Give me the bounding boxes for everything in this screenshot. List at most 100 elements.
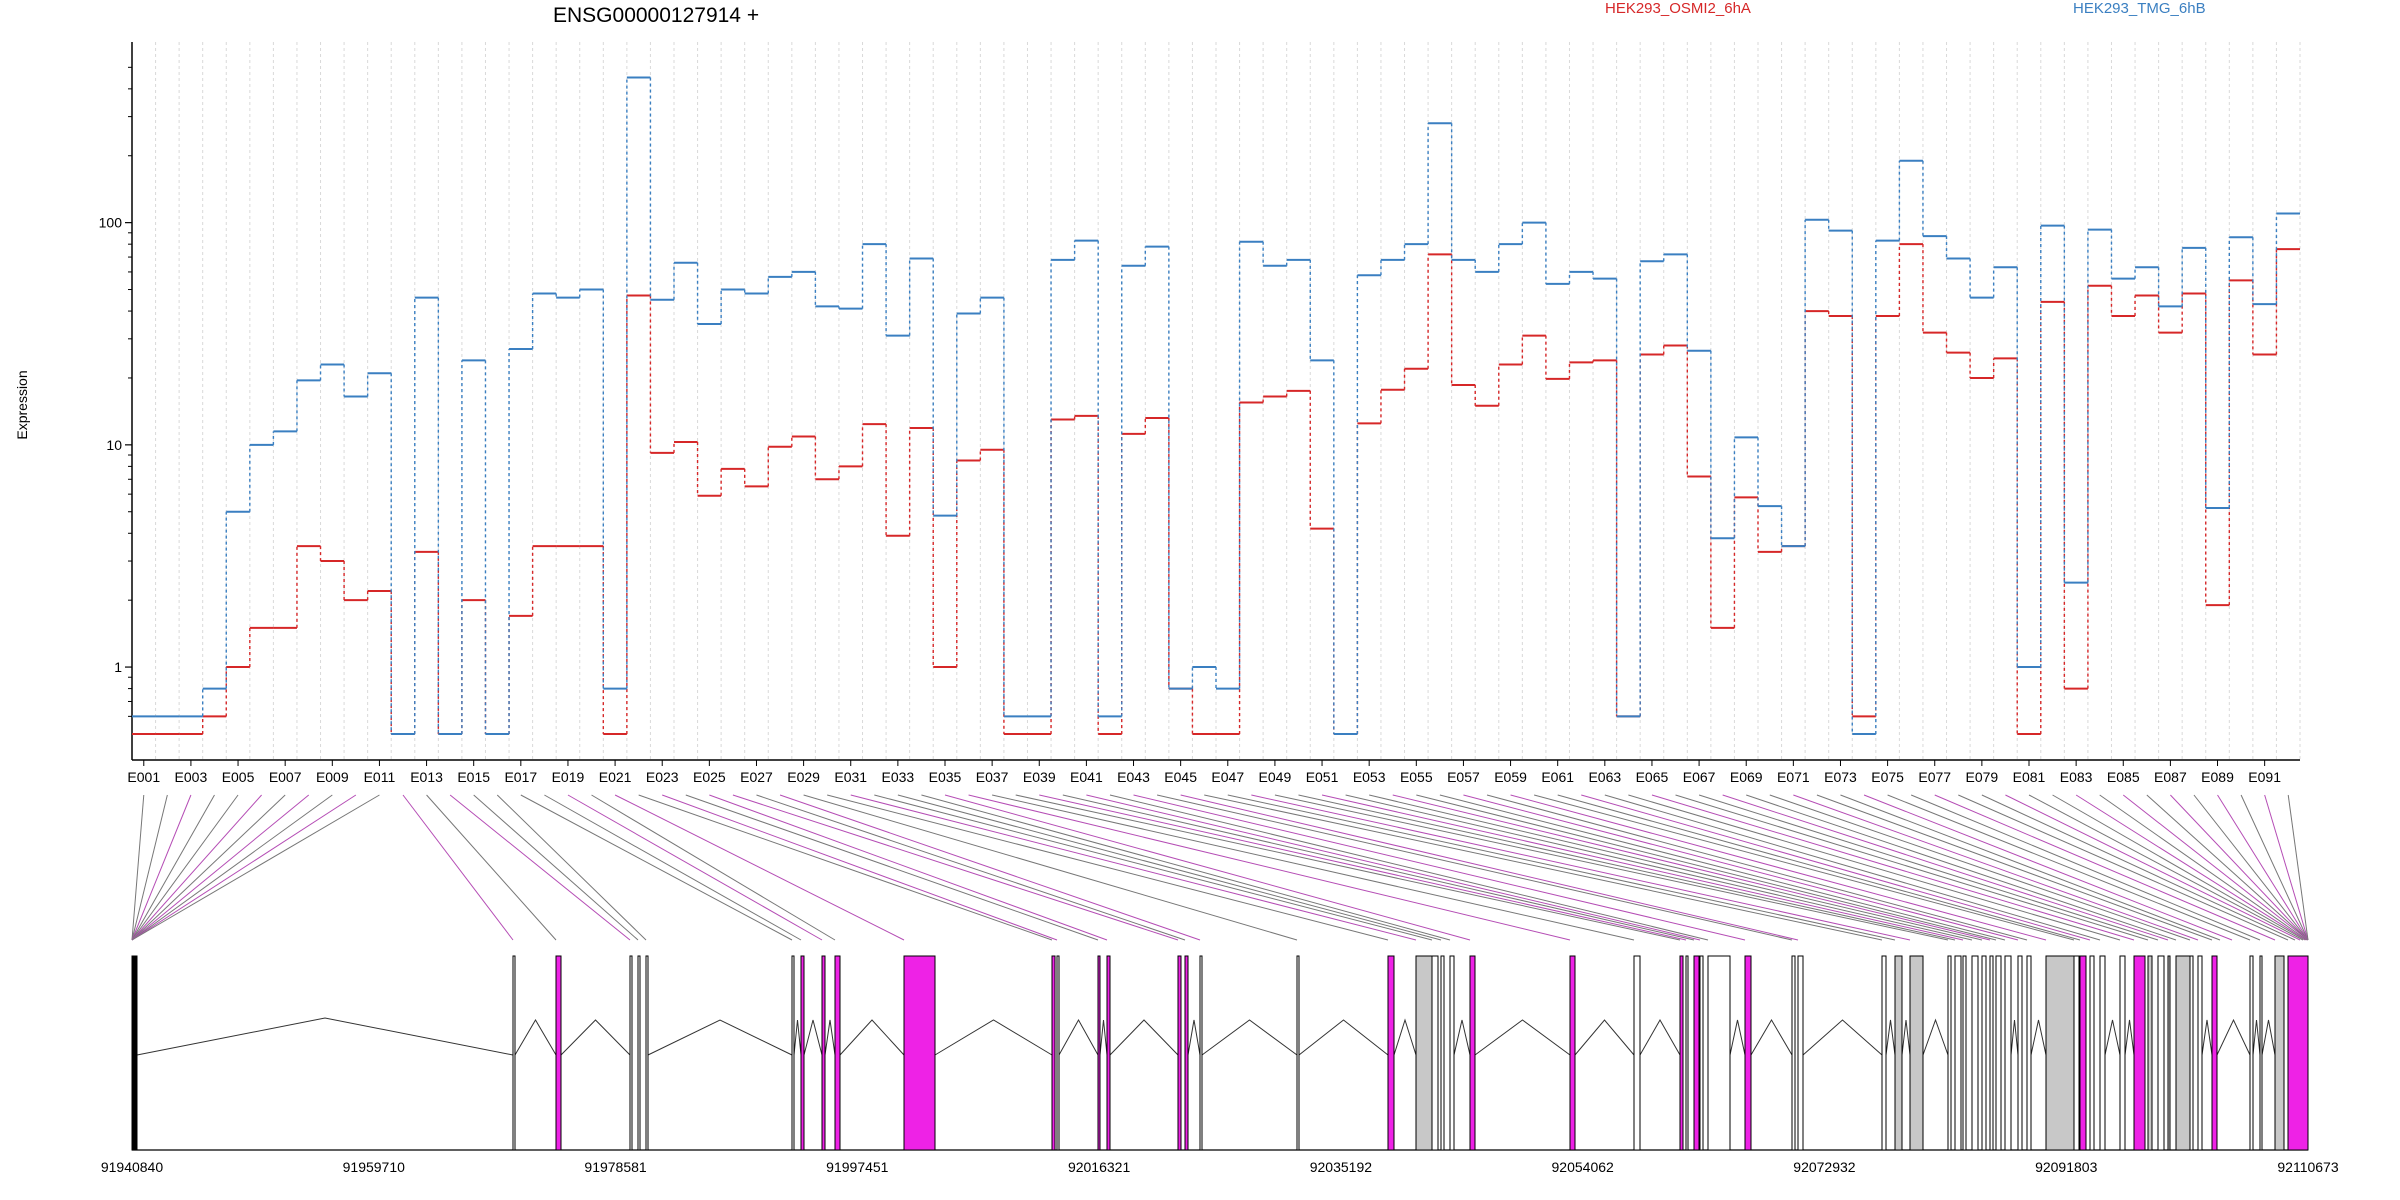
x-tick-label: E021: [599, 769, 632, 785]
exon-link: [1133, 794, 1746, 941]
exon-box: [1440, 955, 1445, 1151]
exon-link: [2052, 794, 2306, 941]
exon-box: [2004, 955, 2012, 1151]
series-tmg: [132, 76, 2300, 735]
x-tick-label: E061: [1541, 769, 1574, 785]
intron: [1474, 1019, 1571, 1056]
intron: [1729, 1019, 1746, 1056]
intron: [1109, 1019, 1179, 1056]
intron: [1201, 1019, 1298, 1056]
genomic-tick-label: 92091803: [2035, 1159, 2098, 1175]
x-tick-label: E009: [316, 769, 349, 785]
exon-link: [1769, 794, 2191, 941]
intron: [1453, 1019, 1471, 1056]
x-tick-label: E003: [175, 769, 208, 785]
exon-link: [1274, 794, 1949, 941]
exon-link: [2122, 794, 2309, 941]
exon-link: [1015, 794, 1681, 941]
y-tick-label: 1: [114, 659, 122, 675]
exon-link: [1581, 794, 2091, 941]
exon-box: [1056, 955, 1060, 1151]
exon-box: [1981, 955, 1987, 1151]
exon-link: [1180, 794, 1799, 941]
x-tick-label: E025: [693, 769, 726, 785]
x-tick-label: E083: [2060, 769, 2093, 785]
exon-link: [662, 794, 1058, 941]
exon-box: [1995, 955, 2002, 1151]
exon-box: [1791, 955, 1796, 1151]
x-tick-label: E027: [740, 769, 773, 785]
x-tick-label: E055: [1400, 769, 1433, 785]
grid-lines: [131, 42, 2301, 760]
exon-link: [2075, 794, 2307, 941]
exon-link: [1156, 794, 1793, 941]
x-tick-label: E087: [2154, 769, 2187, 785]
x-tick-label: E019: [552, 769, 585, 785]
x-tick-label: E077: [1918, 769, 1951, 785]
intron: [2216, 1018, 2251, 1056]
exon-link: [992, 794, 1635, 941]
x-tick-label: E075: [1871, 769, 1904, 785]
exon-box: [1962, 955, 1967, 1151]
exon-box: [131, 955, 138, 1151]
exon-box: [1797, 955, 1804, 1151]
x-tick-label: E031: [834, 769, 867, 785]
exon-box: [555, 955, 562, 1151]
exon-box: [1177, 955, 1182, 1151]
exon-box: [1097, 955, 1101, 1151]
intron: [2252, 1019, 2261, 1056]
axes: [131, 42, 2300, 761]
intron: [2124, 1019, 2135, 1056]
exon-link: [1651, 794, 2135, 941]
exon-box: [2157, 955, 2165, 1151]
exon-link: [1887, 794, 2251, 941]
exon-link: [1746, 794, 2177, 941]
exon-link: [1439, 794, 2006, 941]
genomic-tick-label: 92054062: [1552, 1159, 1615, 1175]
x-tick-label: E079: [1966, 769, 1999, 785]
exon-link: [1816, 794, 2213, 941]
exon-link: [1863, 794, 2233, 941]
exon-box: [1469, 955, 1476, 1151]
exon-links: [131, 794, 2309, 941]
exon-box: [1106, 955, 1111, 1151]
exon-box: [1685, 955, 1689, 1151]
exon-box: [1744, 955, 1752, 1151]
exon-box: [1184, 955, 1189, 1151]
x-tick-label: E089: [2201, 769, 2234, 785]
exon-link: [2146, 794, 2309, 941]
exon-box: [2099, 955, 2106, 1151]
genomic-tick-label: 92072932: [1793, 1159, 1856, 1175]
exon-box: [1387, 955, 1395, 1151]
legend-entry-tmg: HEK293_TMG_6hB: [2073, 0, 2206, 17]
exon-link: [732, 794, 1179, 941]
exon-link: [1345, 794, 1973, 941]
x-tick-label: E081: [2013, 769, 2046, 785]
x-tick-label: E043: [1117, 769, 1150, 785]
genomic-tick-label: 92016321: [1068, 1159, 1131, 1175]
x-tick-label: E023: [646, 769, 679, 785]
intron: [136, 1017, 514, 1056]
x-tick-label: E017: [504, 769, 537, 785]
exon-link: [2170, 794, 2309, 941]
x-tick-label: E011: [364, 769, 396, 785]
exon-link: [1486, 794, 2028, 941]
exon-link: [1227, 794, 1896, 941]
exon-link: [1416, 794, 1997, 941]
intron: [2010, 1019, 2019, 1056]
intron: [803, 1019, 823, 1056]
exon-box: [2026, 955, 2032, 1151]
exon-link: [638, 794, 1053, 941]
exon-link: [567, 794, 823, 941]
exon-link: [874, 794, 1433, 941]
exon-box: [1947, 955, 1952, 1151]
intron: [560, 1019, 631, 1056]
series-lines: [132, 76, 2300, 735]
exon-box: [1699, 955, 1704, 1151]
x-tick-label: E045: [1164, 769, 1197, 785]
x-tick-label: E007: [269, 769, 302, 785]
exon-box: [1989, 955, 1994, 1151]
exon-box: [1954, 955, 1962, 1151]
y-axis-label: Expression: [14, 370, 30, 439]
